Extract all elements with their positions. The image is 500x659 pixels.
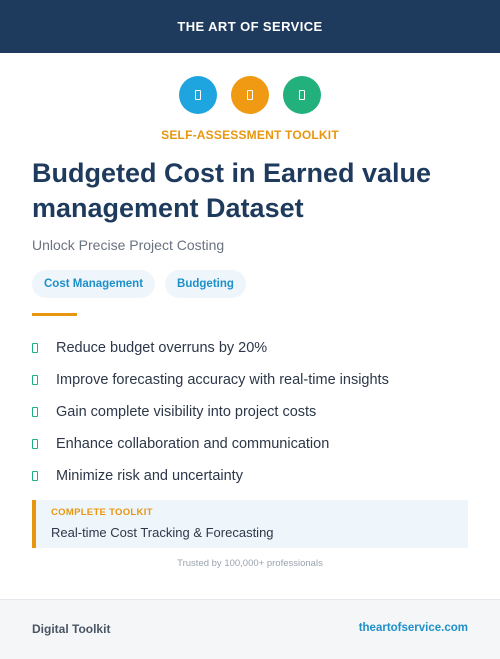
shield-icon	[283, 76, 321, 114]
toolkit-kicker: SELF-ASSESSMENT TOOLKIT	[161, 128, 339, 142]
check-icon	[32, 471, 38, 481]
icon-row	[0, 76, 500, 114]
toolkit-callout: COMPLETE TOOLKIT Real-time Cost Tracking…	[32, 500, 468, 548]
feature-text: Gain complete visibility into project co…	[56, 404, 317, 420]
page-title: Budgeted Cost in Earned value management…	[32, 158, 432, 223]
callout-text: Real-time Cost Tracking & Forecasting	[51, 525, 274, 540]
feature-item: Gain complete visibility into project co…	[32, 396, 472, 428]
check-icon	[32, 407, 38, 417]
check-icon	[32, 375, 38, 385]
feature-item: Reduce budget overruns by 20%	[32, 332, 472, 364]
document-icon	[231, 76, 269, 114]
tag-budgeting[interactable]: Budgeting	[165, 270, 246, 298]
feature-text: Reduce budget overruns by 20%	[56, 340, 268, 356]
feature-text: Improve forecasting accuracy with real-t…	[56, 372, 389, 388]
brand-name: THE ART OF SERVICE	[177, 19, 323, 34]
trusted-note: Trusted by 100,000+ professionals	[177, 558, 323, 569]
page-subtitle: Unlock Precise Project Costing	[32, 237, 225, 253]
accent-divider	[32, 313, 77, 316]
callout-label: COMPLETE TOOLKIT	[51, 507, 153, 518]
feature-item: Improve forecasting accuracy with real-t…	[32, 364, 472, 396]
feature-list: Reduce budget overruns by 20% Improve fo…	[32, 332, 472, 492]
footer-link[interactable]: theartofservice.com	[358, 622, 468, 634]
feature-text: Minimize risk and uncertainty	[56, 468, 243, 484]
info-icon	[179, 76, 217, 114]
feature-text: Enhance collaboration and communication	[56, 436, 330, 452]
footer: Digital Toolkit theartofservice.com	[0, 599, 500, 659]
tag-list: Cost Management Budgeting	[32, 270, 246, 298]
check-icon	[32, 343, 38, 353]
top-banner: THE ART OF SERVICE	[0, 0, 500, 53]
tag-cost-management[interactable]: Cost Management	[32, 270, 156, 298]
feature-item: Enhance collaboration and communication	[32, 428, 472, 460]
check-icon	[32, 439, 38, 449]
feature-item: Minimize risk and uncertainty	[32, 460, 472, 492]
footer-label: Digital Toolkit	[32, 622, 111, 636]
